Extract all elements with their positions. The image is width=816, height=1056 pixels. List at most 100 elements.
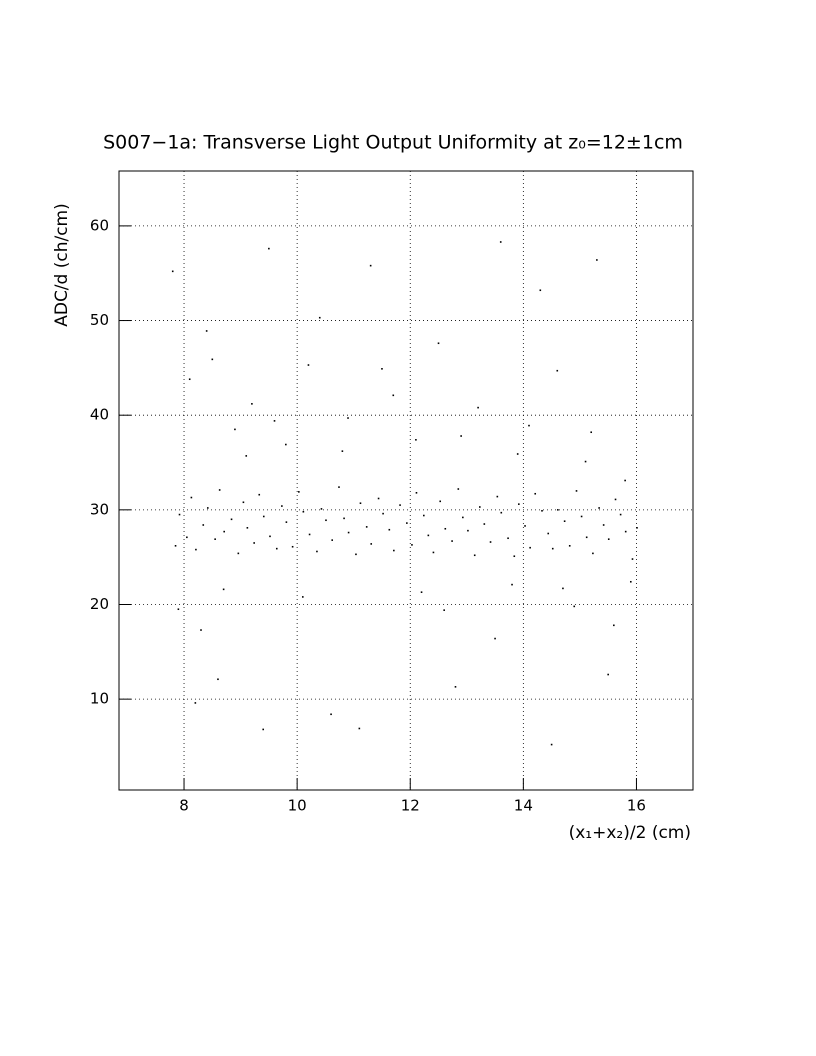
point [462, 516, 464, 519]
point [298, 491, 300, 493]
x-tick-label: 14 [514, 797, 533, 815]
point [624, 479, 626, 482]
point [427, 534, 430, 537]
point [302, 510, 305, 513]
point [547, 532, 550, 535]
point [454, 686, 457, 688]
point [551, 547, 554, 550]
point [629, 580, 632, 583]
point [177, 608, 180, 611]
point [358, 727, 361, 730]
point [444, 527, 447, 530]
point [477, 406, 479, 409]
plot-frame [118, 170, 694, 791]
point [347, 531, 350, 534]
point [262, 515, 265, 518]
point [602, 524, 605, 526]
point [338, 486, 340, 488]
point [245, 455, 248, 457]
point [556, 369, 559, 372]
point [580, 515, 583, 518]
point [500, 511, 503, 514]
point [541, 509, 543, 512]
point [563, 520, 566, 522]
y-tick-label: 50 [90, 311, 109, 329]
point [406, 522, 408, 524]
point [613, 624, 615, 627]
point [423, 514, 425, 517]
point [174, 545, 177, 547]
point [262, 728, 265, 731]
point [516, 453, 519, 455]
point [451, 540, 453, 542]
point [399, 504, 401, 506]
point [214, 538, 216, 540]
point [301, 596, 304, 598]
point [539, 289, 542, 292]
x-axis-label: (x₁+x₂)/2 (cm) [569, 823, 691, 843]
point [308, 533, 311, 536]
point [269, 535, 271, 538]
point [171, 270, 174, 273]
point [291, 545, 294, 548]
y-axis-label: ADC/d (ch/cm) [52, 203, 72, 327]
point [186, 536, 188, 539]
point [534, 492, 537, 495]
point [494, 637, 496, 640]
y-tick-label: 60 [90, 216, 109, 234]
point [320, 508, 323, 510]
point [234, 428, 236, 431]
point [275, 547, 278, 550]
point [598, 507, 600, 509]
point [432, 551, 435, 554]
point [575, 490, 578, 492]
point [392, 394, 395, 397]
point [524, 525, 526, 527]
x-tick-label: 12 [401, 797, 420, 815]
point [359, 502, 362, 505]
point [190, 496, 193, 499]
point [258, 493, 261, 496]
point [325, 519, 327, 522]
point [347, 417, 349, 419]
point [268, 247, 270, 250]
chart-title: S007−1a: Transverse Light Output Uniform… [103, 132, 683, 154]
y-tick-label: 30 [90, 500, 109, 518]
point [251, 403, 253, 405]
point [457, 488, 460, 490]
point [496, 495, 499, 498]
point [200, 629, 202, 631]
y-tick-label: 10 [90, 690, 109, 708]
point [473, 554, 476, 557]
point [607, 673, 609, 676]
point [285, 521, 288, 523]
x-tick-label: 8 [179, 797, 189, 815]
point [205, 330, 208, 332]
y-tick-label: 40 [90, 406, 109, 424]
point [590, 431, 593, 434]
point [377, 497, 380, 500]
point [415, 492, 418, 494]
point [178, 513, 181, 516]
point [281, 505, 283, 507]
point [596, 259, 598, 261]
point [584, 460, 587, 463]
point [341, 450, 344, 452]
point [415, 439, 417, 441]
point [631, 558, 634, 560]
point [285, 443, 287, 446]
point [273, 420, 276, 422]
point [411, 544, 413, 546]
point [420, 591, 423, 593]
x-tick-label: 16 [627, 797, 646, 815]
point [202, 524, 205, 526]
point [528, 424, 530, 427]
point [195, 548, 197, 551]
point [489, 541, 492, 543]
point [355, 553, 357, 556]
point [437, 342, 440, 345]
point [507, 537, 509, 540]
point [529, 546, 531, 549]
point [592, 552, 594, 555]
point [222, 588, 225, 591]
